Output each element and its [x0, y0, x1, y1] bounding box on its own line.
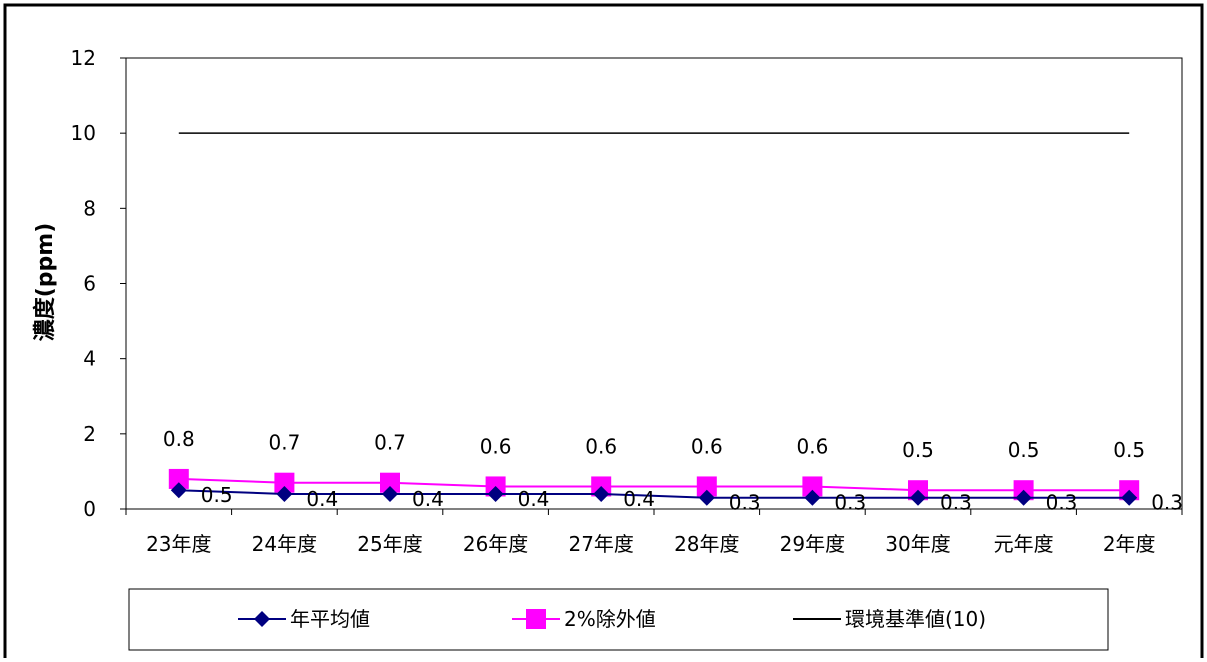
data-label: 0.3	[940, 491, 972, 515]
data-label: 0.6	[585, 434, 617, 458]
data-label: 0.3	[729, 491, 761, 515]
y-tick-label: 6	[83, 272, 96, 296]
y-tick-label: 10	[71, 121, 96, 145]
series-line	[178, 489, 1130, 499]
data-label: 0.3	[834, 491, 866, 515]
x-tick-label: 28年度	[674, 532, 739, 556]
data-point-diamond	[593, 485, 610, 502]
data-point-diamond	[382, 485, 398, 502]
data-label: 0.4	[518, 487, 550, 511]
y-axis-title: 濃度(ppm)	[32, 223, 58, 342]
legend-label: 環境基準値(10)	[845, 607, 986, 631]
data-label: 0.4	[412, 487, 444, 511]
data-label: 0.4	[306, 487, 338, 511]
data-label: 0.5	[1008, 438, 1040, 462]
data-label: 0.8	[163, 427, 195, 451]
data-point-diamond	[698, 489, 715, 506]
data-label: 0.5	[201, 483, 233, 507]
y-tick-label: 12	[71, 46, 96, 70]
series-line	[178, 477, 1130, 492]
data-label: 0.6	[796, 434, 828, 458]
y-tick-label: 2	[83, 422, 96, 446]
data-point-square	[274, 472, 295, 493]
x-tick-label: 24年度	[252, 532, 317, 556]
data-label: 0.6	[480, 434, 512, 458]
data-point-diamond	[910, 489, 926, 506]
data-point-square	[168, 468, 189, 489]
x-tick-label: 元年度	[994, 532, 1054, 556]
x-axis-ticks: 23年度 24年度 25年度 26年度 27年度 28年度 29年度 30年度 元年度 2年度	[125, 509, 1183, 556]
data-label: 0.5	[902, 438, 934, 462]
data-point-diamond	[170, 482, 187, 499]
y-axis-ticks: 0 2 4 6 8 10 12	[71, 46, 126, 521]
x-tick-label: 23年度	[146, 532, 211, 556]
y-tick-label: 4	[83, 347, 96, 371]
data-label: 0.5	[1113, 438, 1145, 462]
data-label: 0.3	[1046, 491, 1078, 515]
legend: 年平均値 2%除外値 環境基準値(10)	[238, 607, 986, 631]
legend-label: 2%除外値	[564, 607, 656, 631]
x-tick-label: 2年度	[1103, 532, 1156, 556]
x-tick-label: 29年度	[780, 532, 845, 556]
legend-label: 年平均値	[290, 607, 370, 631]
y-tick-label: 0	[83, 497, 96, 521]
x-tick-label: 30年度	[885, 532, 950, 556]
x-tick-label: 26年度	[463, 532, 528, 556]
data-point-diamond	[1121, 489, 1138, 506]
data-label: 0.4	[623, 487, 655, 511]
data-point-square	[696, 476, 717, 497]
y-tick-label: 8	[83, 196, 96, 220]
data-label: 0.6	[691, 434, 723, 458]
data-point-square	[802, 476, 823, 497]
series-layer: 0.5 0.4 0.4 0.4 0.4 0.3 0.3 0.3 0.3 0.3 0.8 0.7 0.7 0…	[163, 132, 1183, 515]
data-label: 0.7	[268, 431, 300, 455]
legend-marker-square	[526, 609, 546, 629]
x-tick-label: 25年度	[357, 532, 422, 556]
data-label: 0.7	[374, 431, 406, 455]
x-tick-label: 27年度	[568, 532, 633, 556]
data-point-diamond	[1015, 489, 1032, 506]
legend-marker-diamond	[254, 611, 270, 627]
data-point-diamond	[804, 489, 821, 506]
data-point-square	[380, 472, 400, 493]
data-point-diamond	[276, 485, 293, 502]
legend-box	[128, 588, 1109, 651]
data-point-diamond	[487, 485, 504, 502]
data-label: 0.3	[1151, 491, 1183, 515]
